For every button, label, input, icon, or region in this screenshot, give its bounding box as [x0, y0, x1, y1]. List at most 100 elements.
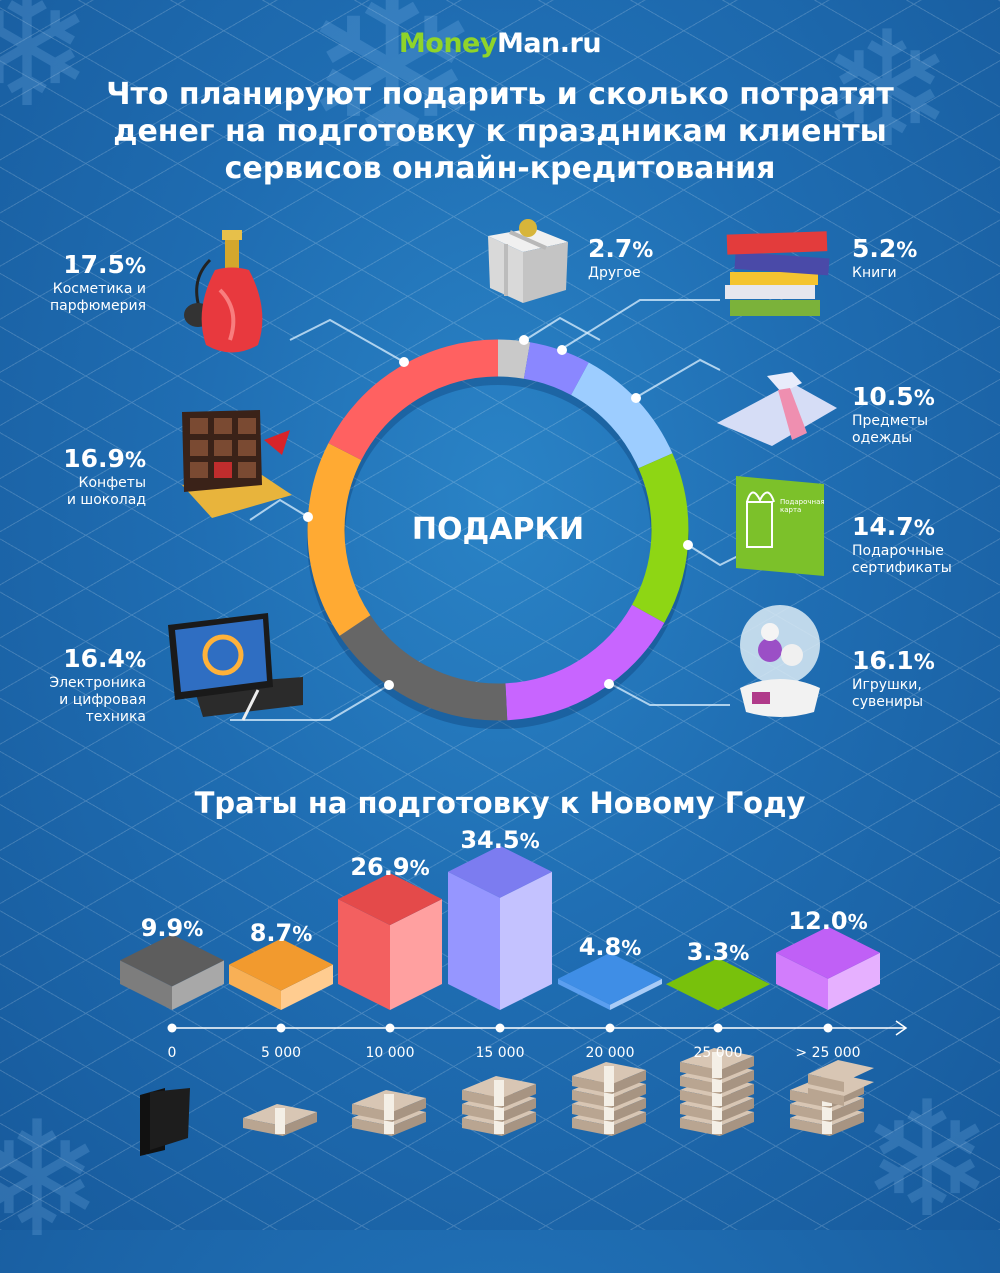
category-percent: 5.2: [852, 234, 897, 263]
brand-logo-part1: Money: [398, 28, 498, 59]
gift-category-electronics: 16.4% Электроника и цифровая техника: [10, 644, 146, 726]
bar-face: [558, 978, 610, 1010]
money-stack-4-icon: [572, 1062, 646, 1136]
bar-face: [338, 873, 442, 926]
snow-globe-icon: [740, 605, 820, 717]
category-percent: 16.4: [63, 644, 125, 673]
spending-chart-title: Траты на подготовку к Новому Году: [194, 786, 806, 820]
bar-face: [558, 952, 662, 1005]
percent-sign: %: [632, 238, 654, 262]
gifts-donut-chart: [230, 299, 741, 729]
category-label: Подарочные: [852, 543, 944, 559]
category-percent: 10.5: [852, 382, 914, 411]
snowflake-decoration-icon: ❄: [820, 0, 955, 183]
x-axis-tick-label: 25 000: [693, 1045, 743, 1061]
category-label: Конфеты: [78, 475, 146, 491]
category-percent: 2.7: [588, 234, 633, 263]
percent-sign: %: [124, 648, 146, 672]
bar-face: [338, 899, 390, 1010]
wallet-icon: [140, 1088, 190, 1156]
bar-value-label: 4.8%: [578, 932, 642, 961]
category-label: одежды: [852, 430, 913, 446]
connector-lines: [230, 299, 741, 721]
donut-segment: [307, 339, 689, 721]
bar-face: [776, 952, 828, 1010]
donut-center-label: ПОДАРКИ: [411, 512, 585, 547]
snowflake-decoration-icon: ❄: [860, 1066, 995, 1253]
category-label: техника: [85, 709, 146, 725]
category-label: Косметика и: [52, 281, 146, 297]
bar-face: [120, 960, 172, 1010]
svg-text:карта: карта: [780, 506, 801, 514]
category-label: и цифровая: [59, 692, 146, 708]
x-axis-tick-label: 5 000: [260, 1045, 302, 1061]
category-label: Другое: [588, 265, 641, 281]
category-percent: 16.9: [63, 444, 125, 473]
bar-face: [500, 871, 552, 1010]
bar-face: [172, 960, 224, 1010]
snowflake-decoration-icon: ❄: [300, 0, 485, 198]
x-axis-tick-label: 0: [167, 1045, 177, 1061]
bar-face: [666, 958, 770, 1011]
bar-value-label: 34.5%: [460, 825, 540, 854]
spending-bar-chart: [120, 845, 908, 1156]
money-stack-2-icon: [352, 1090, 426, 1136]
page-title-line: денег на подготовку к праздникам клиенты: [113, 114, 887, 149]
bar-value-label: 3.3%: [686, 938, 750, 967]
percent-sign: %: [124, 448, 146, 472]
bar-value-label: 9.9%: [140, 914, 204, 943]
x-axis-tick-label: 10 000: [365, 1045, 415, 1061]
gift-category-toys: 16.1% Игрушки, сувениры: [852, 646, 982, 711]
percent-sign: %: [913, 650, 935, 674]
chocolate-box-icon: [182, 410, 292, 518]
gift-category-sweets: 16.9% Конфеты и шоколад: [20, 444, 146, 509]
bar-face: [120, 934, 224, 987]
money-stack-3-icon: [462, 1076, 536, 1136]
brand-logo: MoneyMan.ru: [0, 28, 1000, 59]
bar-face: [229, 938, 333, 991]
percent-sign: %: [913, 386, 935, 410]
perfume-icon: [184, 230, 263, 353]
bar-value-label: 26.9%: [350, 853, 430, 882]
money-stack-6-icon: [790, 1060, 874, 1136]
percent-sign: %: [124, 254, 146, 278]
shirt-tie-icon: [717, 372, 837, 446]
category-label: Предметы: [852, 413, 929, 429]
category-percent: 16.1: [852, 646, 914, 675]
category-label: Электроника: [49, 675, 146, 691]
donut-segment: [307, 339, 689, 721]
category-label: парфюмерия: [50, 298, 146, 314]
category-percent: 17.5: [63, 250, 125, 279]
x-axis-tick-label: 15 000: [475, 1045, 525, 1061]
bar-value-label: 8.7%: [249, 918, 313, 947]
books-icon: [725, 231, 830, 316]
bar-face: [776, 926, 880, 979]
category-label: сертификаты: [852, 560, 952, 576]
x-axis-tick-label: 20 000: [585, 1045, 635, 1061]
money-stack-5-icon: [680, 1048, 754, 1136]
gift-category-cosmetics: 17.5% Косметика и парфюмерия: [20, 250, 146, 315]
gift-category-certificates: 14.7% Подарочные сертификаты: [852, 512, 992, 577]
page-title: Что планируют подарить и сколько потратя…: [60, 76, 940, 187]
gift-card-text: Подарочная: [780, 498, 825, 506]
page-title-line: Что планируют подарить и сколько потратя…: [106, 77, 894, 112]
bar-value-label: 12.0%: [788, 906, 868, 935]
category-label: и шоколад: [66, 492, 146, 508]
bar-face: [828, 952, 880, 1010]
gift-category-clothes: 10.5% Предметы одежды: [852, 382, 982, 447]
donut-segment: [307, 339, 689, 721]
bar-face: [448, 845, 552, 898]
bar-face: [448, 871, 500, 1010]
category-percent: 14.7: [852, 512, 914, 541]
tablet-icon: [168, 613, 303, 721]
percent-sign: %: [913, 516, 935, 540]
snowflake-decoration-icon: ❄: [0, 0, 95, 143]
money-stack-1-icon: [243, 1104, 317, 1136]
bar-face: [281, 964, 333, 1010]
category-label: сувениры: [852, 694, 924, 710]
percent-sign: %: [896, 238, 918, 262]
donut-segment: [307, 339, 689, 721]
x-axis: [167, 1020, 908, 1036]
gift-category-other: 2.7% Другое: [588, 234, 688, 282]
category-label: Книги: [852, 265, 897, 281]
